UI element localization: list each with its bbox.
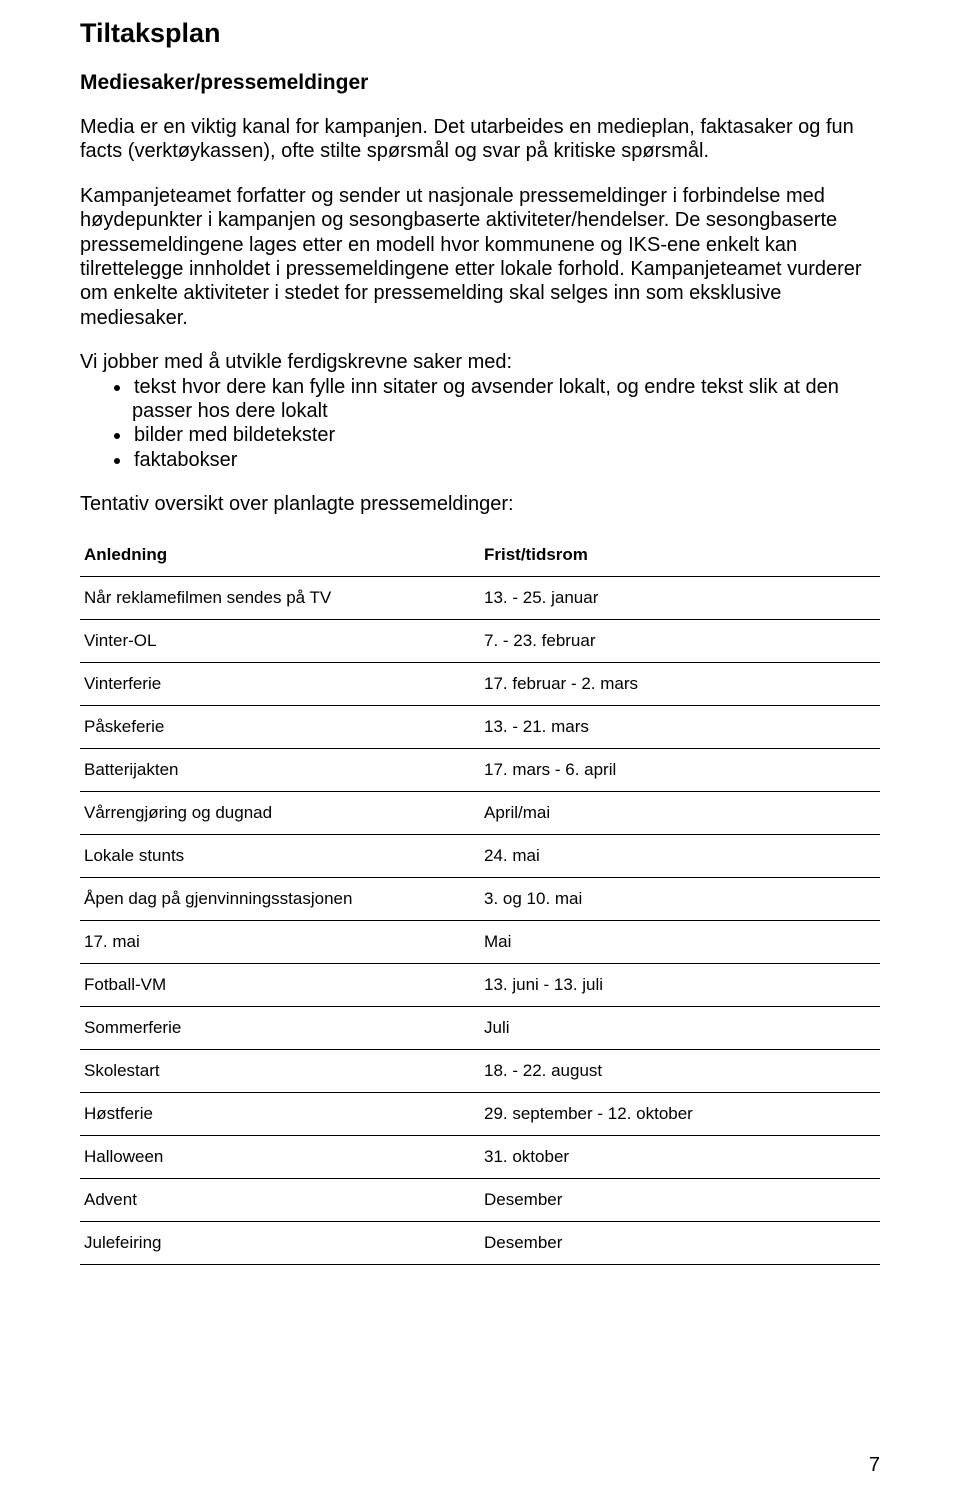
table-row: Fotball-VM13. juni - 13. juli (80, 964, 880, 1007)
table-cell: Desember (480, 1179, 880, 1222)
list-item: tekst hvor dere kan fylle inn sitater og… (132, 375, 880, 399)
table-row: Halloween31. oktober (80, 1136, 880, 1179)
table-cell: 29. september - 12. oktober (480, 1093, 880, 1136)
table-cell: Batterijakten (80, 749, 480, 792)
table-cell: Halloween (80, 1136, 480, 1179)
table-cell: April/mai (480, 792, 880, 835)
list-item-text: bilder med bildetekster (134, 424, 335, 446)
table-cell: Julefeiring (80, 1222, 480, 1265)
table-cell: Høstferie (80, 1093, 480, 1136)
table-header-left: Anledning (80, 534, 480, 577)
table-row: Vårrengjøring og dugnadApril/mai (80, 792, 880, 835)
table-cell: Juli (480, 1007, 880, 1050)
table-cell: Fotball-VM (80, 964, 480, 1007)
table-row: JulefeiringDesember (80, 1222, 880, 1265)
table-cell: Når reklamefilmen sendes på TV (80, 577, 480, 620)
table-cell: 13. juni - 13. juli (480, 964, 880, 1007)
table-row: Lokale stunts24. mai (80, 835, 880, 878)
table-row: Høstferie29. september - 12. oktober (80, 1093, 880, 1136)
list-item: bilder med bildetekster (132, 423, 880, 447)
list-item-text: faktabokser (134, 449, 237, 471)
paragraph-body: Kampanjeteamet forfatter og sender ut na… (80, 184, 880, 330)
table-cell: Påskeferie (80, 706, 480, 749)
list-item-continuation: passer hos dere lokalt (132, 399, 880, 423)
list-item: faktabokser (132, 448, 880, 472)
table-cell: Vårrengjøring og dugnad (80, 792, 480, 835)
table-row: Batterijakten17. mars - 6. april (80, 749, 880, 792)
table-row: Når reklamefilmen sendes på TV13. - 25. … (80, 577, 880, 620)
document-page: Tiltaksplan Mediesaker/pressemeldinger M… (0, 0, 960, 1493)
table-row: 17. maiMai (80, 921, 880, 964)
table-cell: Sommerferie (80, 1007, 480, 1050)
table-cell: Lokale stunts (80, 835, 480, 878)
table-cell: 24. mai (480, 835, 880, 878)
table-cell: Mai (480, 921, 880, 964)
section-heading: Mediesaker/pressemeldinger (80, 71, 880, 95)
table-header-right: Frist/tidsrom (480, 534, 880, 577)
page-title: Tiltaksplan (80, 18, 880, 49)
table-cell: Åpen dag på gjenvinningsstasjonen (80, 878, 480, 921)
page-number: 7 (869, 1454, 880, 1477)
table-cell: Vinterferie (80, 663, 480, 706)
list-intro-text: Vi jobber med å utvikle ferdigskrevne sa… (80, 351, 512, 373)
table-cell: Desember (480, 1222, 880, 1265)
table-row: Åpen dag på gjenvinningsstasjonen3. og 1… (80, 878, 880, 921)
list-block: Vi jobber med å utvikle ferdigskrevne sa… (80, 350, 880, 472)
table-cell: Vinter-OL (80, 620, 480, 663)
table-row: Skolestart18. - 22. august (80, 1050, 880, 1093)
table-row: Påskeferie13. - 21. mars (80, 706, 880, 749)
schedule-table: Anledning Frist/tidsrom Når reklamefilme… (80, 534, 880, 1265)
list-item-text: tekst hvor dere kan fylle inn sitater og… (134, 376, 839, 398)
table-cell: 3. og 10. mai (480, 878, 880, 921)
table-cell: 13. - 25. januar (480, 577, 880, 620)
paragraph-intro: Media er en viktig kanal for kampanjen. … (80, 115, 880, 164)
table-cell: 31. oktober (480, 1136, 880, 1179)
bullet-list: bilder med bildetekster faktabokser (80, 423, 880, 472)
table-caption: Tentativ oversikt over planlagte pressem… (80, 492, 880, 516)
table-row: Vinter-OL7. - 23. februar (80, 620, 880, 663)
table-cell: 17. februar - 2. mars (480, 663, 880, 706)
table-row: SommerferieJuli (80, 1007, 880, 1050)
table-cell: 17. mars - 6. april (480, 749, 880, 792)
bullet-list: tekst hvor dere kan fylle inn sitater og… (80, 375, 880, 399)
table-header-row: Anledning Frist/tidsrom (80, 534, 880, 577)
table-cell: Skolestart (80, 1050, 480, 1093)
table-row: Vinterferie17. februar - 2. mars (80, 663, 880, 706)
table-cell: Advent (80, 1179, 480, 1222)
table-cell: 13. - 21. mars (480, 706, 880, 749)
table-cell: 7. - 23. februar (480, 620, 880, 663)
table-cell: 18. - 22. august (480, 1050, 880, 1093)
table-cell: 17. mai (80, 921, 480, 964)
table-row: AdventDesember (80, 1179, 880, 1222)
